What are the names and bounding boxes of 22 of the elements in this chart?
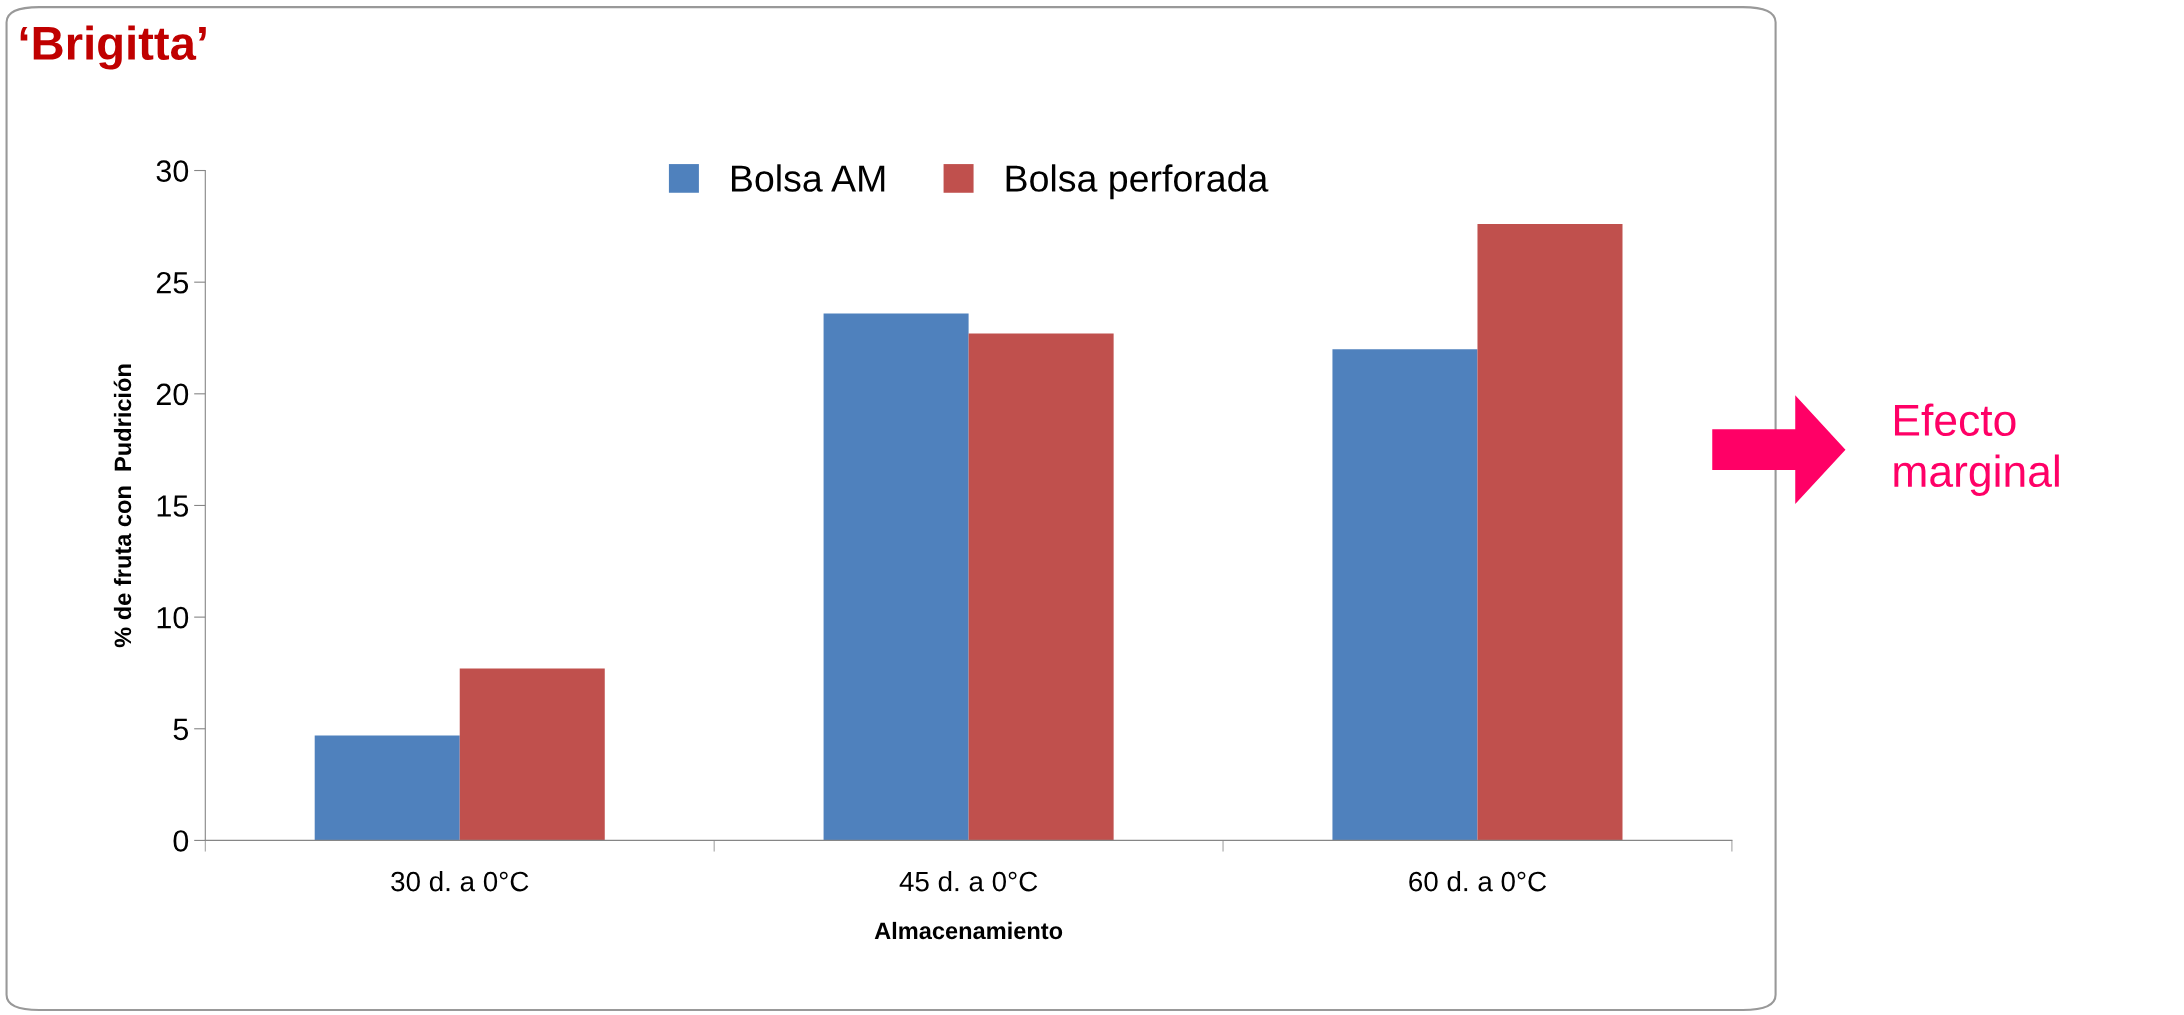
y-tick-label: 10	[157, 606, 189, 629]
text: Efecto marginal	[1894, 403, 2059, 496]
y-tick-label: 5	[173, 718, 189, 741]
y-tick-label: 15	[157, 495, 189, 517]
y-tick-label: 30	[156, 160, 189, 182]
x-axis-title: Almacenamiento	[874, 921, 1063, 940]
y-tick-label: 25	[156, 271, 189, 294]
y-tick-label: 0	[173, 830, 189, 852]
bar	[968, 333, 1114, 841]
bar	[823, 313, 969, 841]
bar	[1332, 349, 1478, 841]
x-tick-label: 60 d. a 0°C	[1409, 870, 1547, 892]
y-tick-label: 20	[156, 383, 189, 406]
legend-label: Bolsa perforada	[1006, 164, 1269, 200]
x-tick-label: 45 d. a 0°C	[899, 870, 1038, 892]
bar	[459, 668, 605, 841]
x-tick-label: 30 d. a 0°C	[391, 870, 529, 892]
legend-label: Bolsa AM	[731, 164, 885, 192]
bar	[314, 735, 460, 841]
y-axis-title: % de fruta con Pudrición	[113, 364, 132, 648]
bar	[1477, 224, 1623, 841]
chart-title: ‘Brigitta’	[20, 25, 206, 70]
